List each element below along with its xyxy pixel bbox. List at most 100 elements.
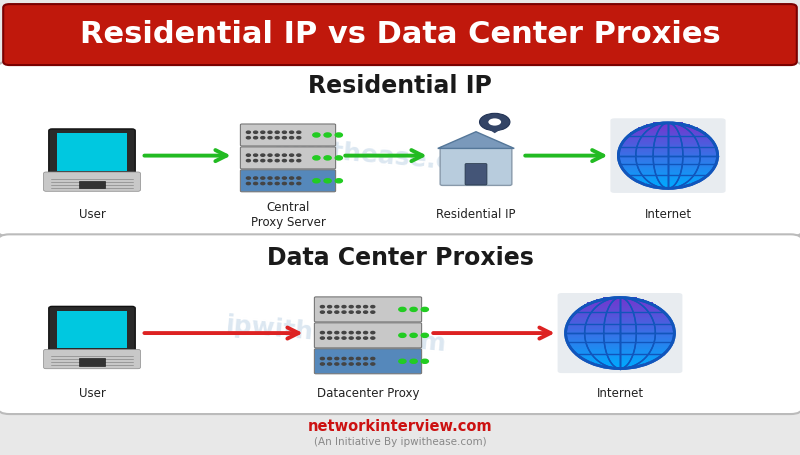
Bar (626, 136, 710, 137)
Circle shape (363, 306, 368, 308)
Circle shape (321, 363, 325, 365)
Circle shape (275, 154, 279, 156)
Bar (577, 309, 663, 312)
Circle shape (371, 363, 374, 365)
Circle shape (261, 131, 265, 133)
Bar (622, 165, 714, 167)
Bar (624, 168, 712, 170)
Circle shape (410, 333, 418, 337)
Circle shape (342, 306, 346, 308)
Circle shape (297, 182, 301, 185)
Bar (567, 322, 673, 324)
Bar (630, 132, 706, 134)
Polygon shape (484, 126, 506, 133)
Circle shape (371, 306, 374, 308)
Circle shape (313, 156, 320, 160)
Bar (566, 325, 674, 328)
Circle shape (335, 358, 339, 359)
Bar (618, 152, 718, 154)
Circle shape (254, 136, 258, 139)
Circle shape (335, 306, 339, 308)
Bar (622, 167, 714, 169)
Circle shape (371, 331, 374, 334)
Circle shape (363, 337, 368, 339)
Text: User: User (78, 387, 106, 400)
Circle shape (398, 308, 406, 311)
Circle shape (297, 160, 301, 162)
Circle shape (398, 333, 406, 337)
Circle shape (371, 358, 374, 359)
Circle shape (328, 363, 332, 365)
Bar (574, 350, 666, 353)
Circle shape (321, 358, 325, 359)
Circle shape (328, 331, 332, 334)
Circle shape (313, 133, 320, 137)
Circle shape (324, 133, 331, 137)
Text: (An Initiative By ipwithease.com): (An Initiative By ipwithease.com) (314, 437, 486, 447)
Bar (624, 139, 712, 141)
Circle shape (246, 177, 250, 179)
Text: Data Center Proxies: Data Center Proxies (266, 247, 534, 270)
Circle shape (335, 331, 339, 334)
Circle shape (290, 154, 294, 156)
Circle shape (328, 311, 332, 313)
FancyBboxPatch shape (558, 293, 682, 373)
Bar (571, 347, 669, 349)
Bar (584, 304, 656, 307)
Bar (626, 172, 710, 174)
Bar (628, 134, 708, 136)
Circle shape (328, 337, 332, 339)
Circle shape (349, 358, 354, 359)
Circle shape (290, 182, 294, 185)
FancyBboxPatch shape (440, 147, 512, 186)
Bar (638, 180, 698, 182)
Bar (574, 311, 666, 313)
Circle shape (421, 333, 429, 337)
Bar (566, 338, 674, 340)
Bar (618, 153, 718, 156)
Circle shape (268, 177, 272, 179)
Circle shape (290, 131, 294, 133)
Bar (633, 177, 703, 178)
Circle shape (357, 358, 361, 359)
FancyBboxPatch shape (49, 129, 135, 175)
Circle shape (275, 131, 279, 133)
Bar (630, 175, 706, 177)
Circle shape (275, 136, 279, 139)
Text: networkinterview.com: networkinterview.com (308, 419, 492, 434)
Circle shape (297, 136, 301, 139)
FancyBboxPatch shape (314, 297, 422, 322)
Circle shape (268, 136, 272, 139)
Circle shape (261, 182, 265, 185)
Bar (581, 306, 659, 308)
Circle shape (297, 177, 301, 179)
Circle shape (335, 311, 339, 313)
Bar (653, 122, 683, 125)
Circle shape (261, 160, 265, 162)
Bar (603, 297, 637, 299)
Circle shape (321, 331, 325, 334)
Circle shape (254, 182, 258, 185)
FancyBboxPatch shape (49, 306, 135, 353)
Circle shape (275, 177, 279, 179)
Bar (642, 126, 694, 128)
Bar (591, 361, 649, 363)
Circle shape (246, 160, 250, 162)
Circle shape (357, 306, 361, 308)
Bar (587, 303, 653, 305)
Bar (646, 124, 690, 126)
FancyBboxPatch shape (0, 234, 800, 414)
Bar (653, 185, 683, 187)
Bar (566, 329, 674, 331)
Circle shape (357, 311, 361, 313)
Circle shape (479, 113, 510, 131)
Circle shape (363, 331, 368, 334)
Bar (642, 182, 694, 183)
Bar (646, 183, 690, 185)
Bar (79, 181, 105, 188)
Circle shape (246, 136, 250, 139)
Bar (578, 354, 662, 356)
Circle shape (342, 331, 346, 334)
Bar (621, 163, 715, 166)
FancyBboxPatch shape (610, 118, 726, 193)
